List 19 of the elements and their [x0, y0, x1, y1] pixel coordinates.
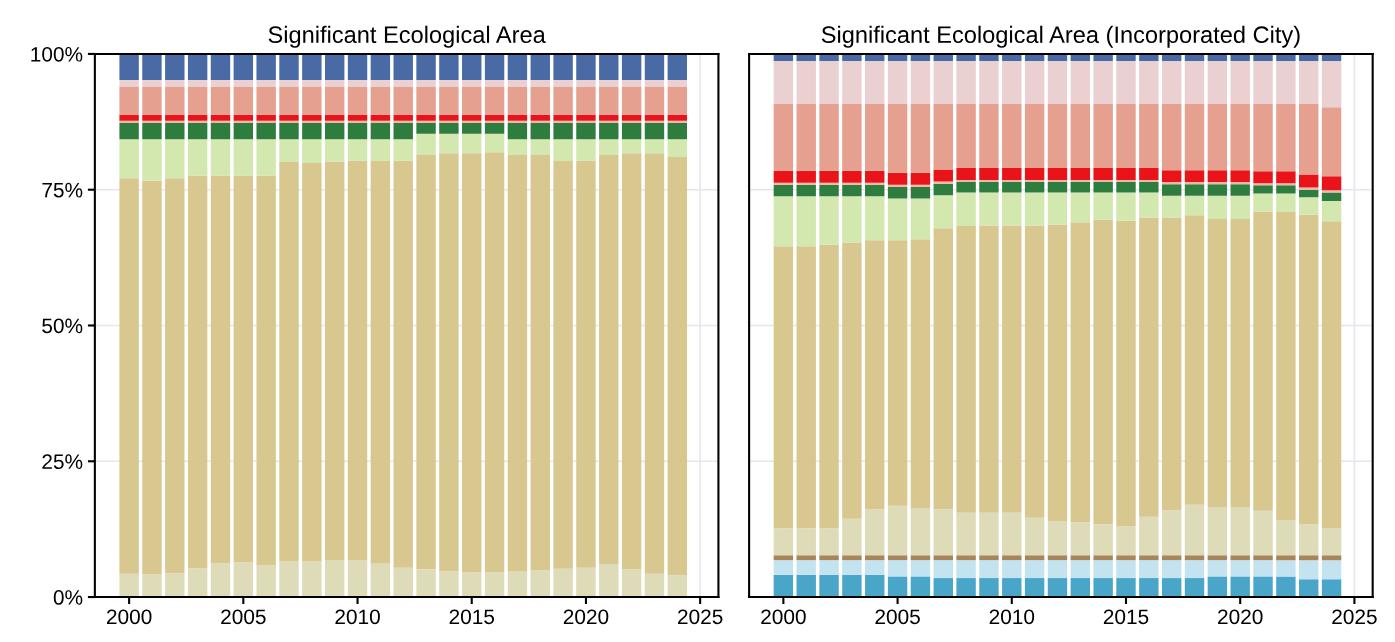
chart-title: Significant Ecological Area (Incorporated City): [821, 25, 1300, 48]
x-tick-label: 2005: [221, 609, 266, 625]
x-tick-label: 2000: [761, 609, 806, 625]
x-tick-label: 2010: [335, 609, 380, 625]
x-tick-label: 2000: [107, 609, 152, 625]
y-tick-label: 25%: [42, 454, 83, 470]
x-tick-label: 2005: [875, 609, 920, 625]
y-tick-label: 50%: [42, 318, 83, 334]
x-tick-label: 2015: [1103, 609, 1149, 625]
x-tick-label: 2020: [563, 609, 609, 625]
chart-title: Significant Ecological Area: [268, 25, 546, 48]
x-tick-label: 2025: [678, 609, 723, 625]
y-tick-label: 100%: [31, 46, 83, 62]
x-tick-label: 2015: [449, 609, 495, 625]
y-tick-label: 0%: [53, 590, 83, 605]
y-tick-label: 75%: [42, 182, 83, 198]
x-tick-label: 2025: [1332, 609, 1377, 625]
x-tick-label: 2010: [989, 609, 1035, 625]
x-tick-label: 2020: [1218, 609, 1263, 625]
